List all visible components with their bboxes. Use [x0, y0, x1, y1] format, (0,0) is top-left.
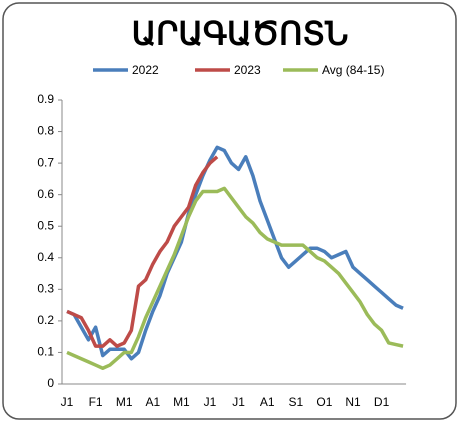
- x-tick-label: D1: [374, 395, 390, 409]
- y-tick-label: 0.4: [37, 250, 54, 264]
- y-tick-label: 0.6: [37, 187, 54, 201]
- x-tick-label: S1: [288, 395, 303, 409]
- y-tick-label: 0.3: [37, 282, 54, 296]
- x-tick-label: F1: [89, 395, 103, 409]
- series-line: [66, 155, 219, 348]
- series-line: [66, 145, 404, 361]
- x-tick-label: J1: [204, 395, 217, 409]
- y-tick-label: 0.8: [37, 124, 54, 138]
- y-tick-label: 0: [47, 376, 54, 390]
- x-tick-label: M1: [173, 395, 190, 409]
- y-tick-label: 0.7: [37, 155, 54, 169]
- y-tick-label: 0.2: [37, 313, 54, 327]
- legend-label: Avg (84-15): [322, 63, 384, 77]
- y-tick-label: 0.1: [37, 345, 54, 359]
- x-tick-label: O1: [316, 395, 332, 409]
- legend-label: 2023: [234, 63, 261, 77]
- frame: [2, 2, 457, 420]
- x-tick-label: J1: [232, 395, 245, 409]
- y-tick-label: 0.9: [37, 92, 54, 106]
- x-tick-label: J1: [61, 395, 74, 409]
- legend-label: 2022: [132, 63, 159, 77]
- y-tick-label: 0.5: [37, 218, 54, 232]
- x-tick-label: N1: [345, 395, 361, 409]
- x-tick-label: M1: [116, 395, 133, 409]
- x-tick-label: A1: [260, 395, 275, 409]
- series-line: [66, 186, 404, 370]
- chart-title: ԱՐԱԳԱԾՈՏՆ: [132, 15, 349, 51]
- x-tick-label: A1: [145, 395, 160, 409]
